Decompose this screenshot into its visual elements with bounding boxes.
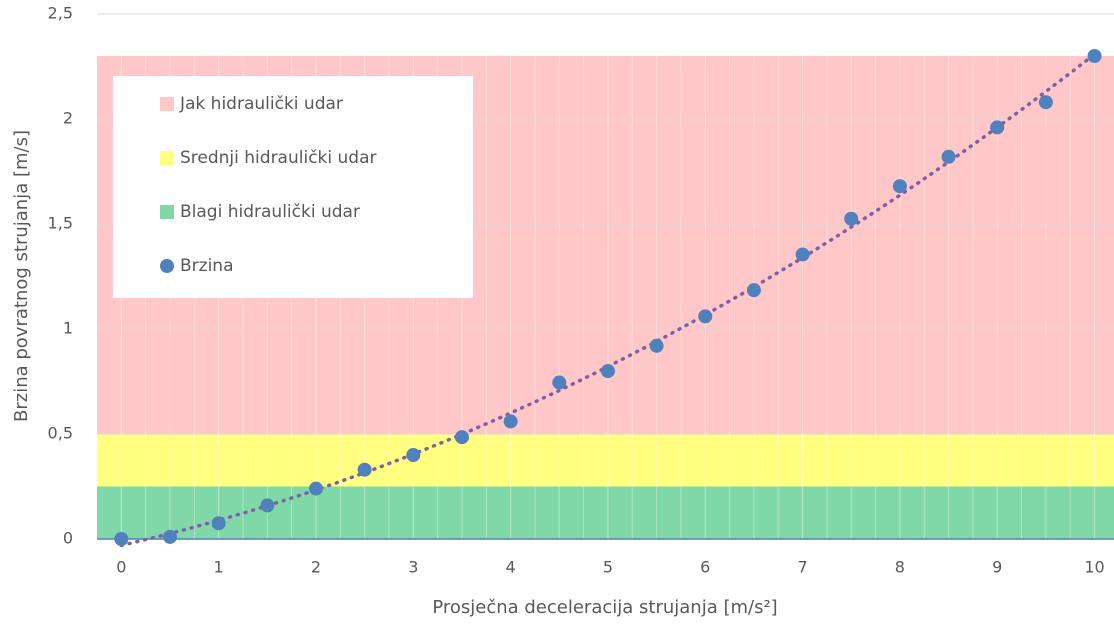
y-tick-label: 2,5 — [48, 4, 73, 23]
legend-label: Srednji hidraulički udar — [180, 148, 377, 168]
point — [260, 498, 275, 513]
point — [357, 462, 372, 477]
point — [746, 283, 761, 298]
point — [552, 375, 567, 390]
x-tick-label: 6 — [700, 558, 710, 577]
point — [698, 309, 713, 324]
y-tick-label: 0 — [63, 529, 73, 548]
x-tick-label: 2 — [311, 558, 321, 577]
x-tick-label: 0 — [116, 558, 126, 577]
point — [844, 211, 859, 226]
y-tick-label: 1 — [63, 319, 73, 338]
x-tick-label: 8 — [895, 558, 905, 577]
point — [892, 179, 907, 194]
x-tick-label: 5 — [603, 558, 613, 577]
band — [97, 486, 1114, 539]
x-axis-label: Prosječna deceleracija strujanja [m/s²] — [432, 597, 777, 618]
x-tick-label: 7 — [797, 558, 807, 577]
point — [503, 414, 518, 429]
point — [649, 338, 664, 353]
x-tick-label: 1 — [214, 558, 224, 577]
legend-label: Blagi hidraulički udar — [180, 202, 360, 222]
point — [990, 120, 1005, 135]
legend-label: Jak hidraulički udar — [179, 94, 343, 114]
y-tick-label: 0,5 — [48, 424, 73, 443]
point — [795, 247, 810, 262]
legend-box — [113, 76, 473, 298]
x-tick-label: 10 — [1084, 558, 1104, 577]
point — [162, 529, 177, 544]
x-tick-label: 9 — [992, 558, 1002, 577]
legend-label: Brzina — [180, 256, 234, 276]
y-tick-label: 1,5 — [48, 214, 73, 233]
x-tick-label: 4 — [506, 558, 516, 577]
band — [97, 434, 1114, 487]
y-axis-label: Brzina povratnog strujanja [m/s] — [11, 130, 32, 422]
legend-swatch — [160, 151, 174, 165]
point — [211, 516, 226, 531]
point — [406, 448, 421, 462]
legend-swatch — [160, 205, 174, 219]
point — [600, 364, 615, 378]
point — [1087, 49, 1102, 63]
point — [114, 532, 129, 546]
point — [1038, 95, 1053, 110]
point — [454, 430, 469, 445]
x-tick-label: 3 — [408, 558, 418, 577]
point — [308, 481, 323, 496]
legend-swatch — [160, 97, 174, 111]
legend-swatch — [160, 259, 174, 273]
legend: Jak hidraulički udar Srednji hidraulički … — [113, 76, 473, 298]
point — [941, 149, 956, 164]
y-tick-label: 2 — [63, 109, 73, 128]
